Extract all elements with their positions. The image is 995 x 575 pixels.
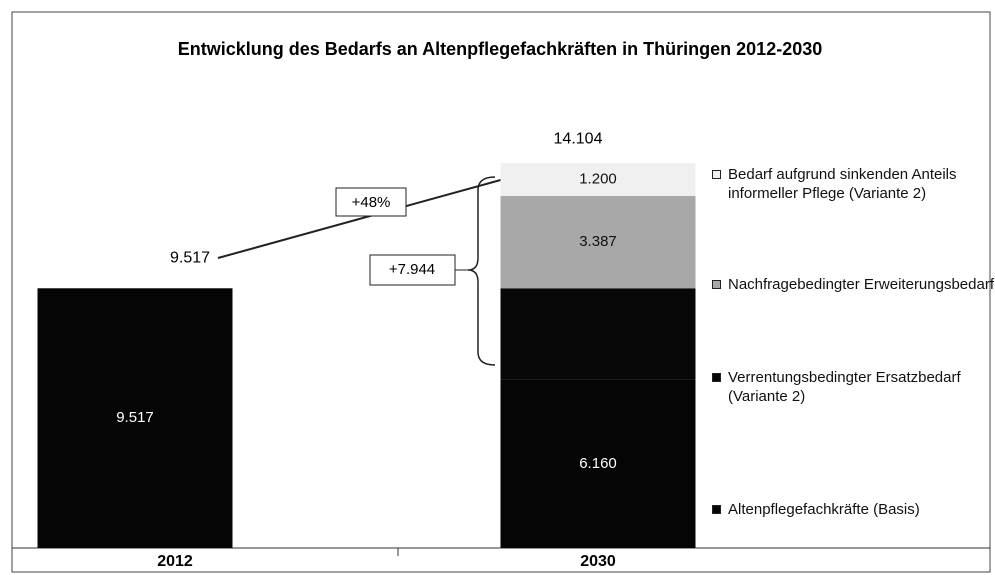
bar-segment <box>500 163 696 196</box>
bar-segment <box>500 288 696 380</box>
growth-arrow <box>217 175 516 259</box>
total-label: 14.104 <box>554 130 603 147</box>
data-label: 3.387 <box>579 233 617 250</box>
legend-label: Verrentungsbedingter Ersatzbedarf (Varia… <box>728 369 961 405</box>
legend-swatch <box>712 280 721 289</box>
bar-segment <box>500 379 696 548</box>
bracket <box>467 176 496 366</box>
x-tick-label: 2030 <box>580 553 616 570</box>
annotation: +7.944 <box>389 261 435 278</box>
bar-segment <box>500 195 696 289</box>
legend-swatch <box>712 170 721 179</box>
total-label: 9.517 <box>170 249 210 266</box>
bar-segment <box>37 288 233 548</box>
legend-swatch <box>712 373 721 382</box>
x-tick-label: 2012 <box>157 553 193 570</box>
legend-label: Nachfragebedingter Erweiterungsbedarf <box>728 276 994 293</box>
legend-entry: Nachfragebedingter Erweiterungsbedarf <box>712 275 995 294</box>
legend-entry: Bedarf aufgrund sinkenden Anteils inform… <box>712 165 995 203</box>
data-label: 1.200 <box>579 170 617 187</box>
legend-swatch <box>712 505 721 514</box>
chart-title: Entwicklung des Bedarfs an Altenpflegefa… <box>178 39 823 59</box>
annotation: +48% <box>352 194 391 211</box>
annotation-box <box>369 254 456 286</box>
frame <box>11 11 991 573</box>
legend-entry: Verrentungsbedingter Ersatzbedarf (Varia… <box>712 368 995 406</box>
legend-label: Bedarf aufgrund sinkenden Anteils inform… <box>728 166 957 202</box>
annotation-box <box>335 187 407 217</box>
legend-entry: Altenpflegefachkräfte (Basis) <box>712 500 995 519</box>
data-label: 6.160 <box>579 455 617 472</box>
data-label: 9.517 <box>116 409 154 426</box>
legend-label: Altenpflegefachkräfte (Basis) <box>728 501 920 518</box>
